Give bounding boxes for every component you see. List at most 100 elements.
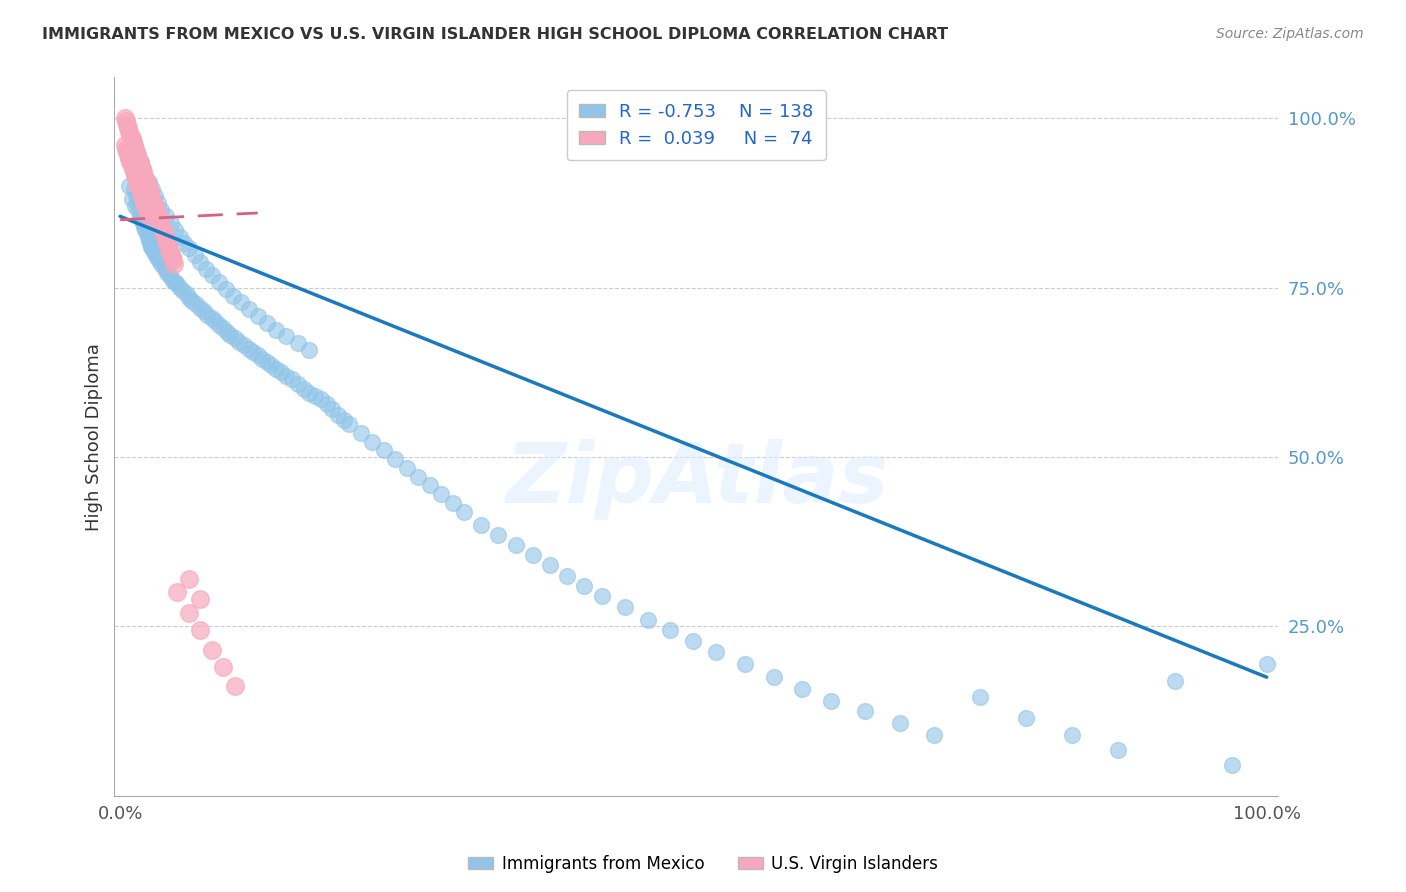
Point (143, 199, 166, 213)
Point (734, 657, 756, 672)
Point (176, 287, 198, 301)
Point (201, 311, 224, 326)
Point (124, 142, 146, 156)
Point (125, 145, 148, 159)
Point (339, 417, 361, 432)
Point (141, 193, 163, 207)
Point (384, 452, 406, 467)
Point (134, 199, 156, 213)
Text: ZipAtlas: ZipAtlas (505, 439, 887, 520)
Point (127, 176, 149, 190)
Point (181, 294, 204, 309)
Point (219, 328, 242, 343)
Point (134, 219, 156, 234)
Point (215, 325, 238, 339)
Point (118, 178, 141, 193)
Y-axis label: High School Diploma: High School Diploma (86, 343, 103, 531)
Point (682, 634, 704, 648)
Point (127, 195, 149, 210)
Point (157, 267, 180, 281)
Point (183, 248, 205, 262)
Point (162, 253, 184, 268)
Point (190, 301, 212, 315)
Point (177, 291, 200, 305)
Point (156, 236, 179, 251)
Point (190, 592, 212, 607)
Text: Source: ZipAtlas.com: Source: ZipAtlas.com (1216, 27, 1364, 41)
Point (115, 142, 138, 156)
Point (172, 284, 194, 298)
Point (169, 229, 191, 244)
Point (256, 355, 278, 369)
Point (120, 155, 142, 169)
Point (121, 193, 143, 207)
Point (121, 152, 143, 166)
Point (252, 351, 274, 366)
Point (115, 145, 138, 159)
Point (152, 260, 174, 275)
Point (146, 195, 169, 210)
Point (165, 223, 187, 237)
Point (246, 348, 269, 362)
Point (287, 336, 309, 351)
Point (141, 241, 163, 255)
Point (166, 585, 188, 599)
Text: IMMIGRANTS FROM MEXICO VS U.S. VIRGIN ISLANDER HIGH SCHOOL DIPLOMA CORRELATION C: IMMIGRANTS FROM MEXICO VS U.S. VIRGIN IS… (42, 27, 948, 42)
Point (242, 344, 264, 359)
Point (264, 361, 287, 376)
Point (453, 506, 475, 520)
Point (538, 558, 561, 573)
Point (136, 178, 159, 193)
Point (613, 600, 636, 615)
Point (118, 152, 141, 166)
Point (574, 579, 596, 593)
Point (129, 206, 152, 220)
Point (143, 246, 166, 260)
Point (281, 372, 304, 386)
Point (159, 270, 181, 285)
Point (129, 159, 152, 173)
Point (120, 128, 142, 142)
Point (149, 216, 172, 230)
Point (315, 397, 337, 411)
Point (195, 261, 218, 276)
Point (114, 138, 136, 153)
Point (224, 331, 246, 345)
Point (163, 257, 186, 271)
Point (125, 189, 148, 203)
Point (256, 316, 278, 330)
Point (304, 389, 326, 403)
Point (155, 210, 177, 224)
Point (128, 210, 150, 224)
Point (555, 568, 578, 582)
Point (1107, 742, 1129, 756)
Point (117, 121, 139, 136)
Point (264, 322, 287, 336)
Point (134, 172, 156, 186)
Point (177, 606, 200, 620)
Point (221, 288, 243, 302)
Point (470, 517, 492, 532)
Point (406, 470, 429, 484)
Point (132, 193, 155, 207)
Point (143, 189, 166, 203)
Point (332, 412, 354, 426)
Point (139, 236, 162, 251)
Point (134, 169, 156, 183)
Point (162, 274, 184, 288)
Point (969, 690, 991, 705)
Point (922, 728, 945, 742)
Point (201, 643, 224, 657)
Point (155, 263, 177, 277)
Point (139, 240, 162, 254)
Point (190, 623, 212, 637)
Point (160, 250, 183, 264)
Point (128, 182, 150, 196)
Point (193, 304, 215, 318)
Point (134, 169, 156, 183)
Point (129, 155, 152, 169)
Point (122, 138, 145, 153)
Point (1015, 711, 1038, 725)
Point (208, 275, 231, 289)
Point (134, 195, 156, 210)
